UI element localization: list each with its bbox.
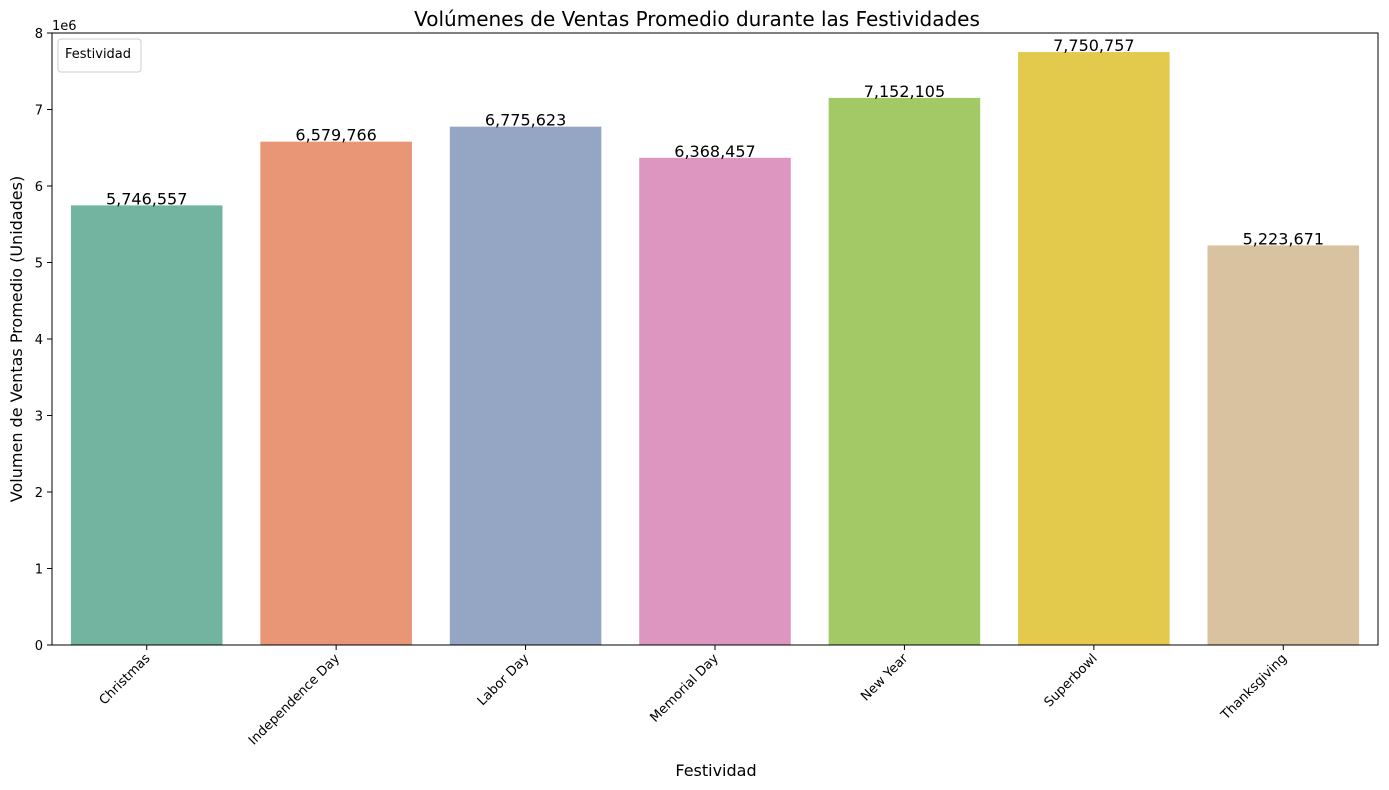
x-axis: Christmas Independence Day Labor Day Memori… bbox=[97, 645, 1290, 748]
bar-labor-day bbox=[449, 126, 602, 645]
x-tick-label: Thanksgiving bbox=[1218, 651, 1290, 723]
y-tick-label: 6 bbox=[35, 180, 43, 195]
y-tick-label: 4 bbox=[35, 333, 43, 348]
x-tick-label: Superbowl bbox=[1042, 651, 1101, 710]
value-label: 7,750,757 bbox=[1053, 36, 1134, 55]
value-label: 6,579,766 bbox=[295, 126, 376, 145]
x-tick-label: New Year bbox=[858, 651, 912, 705]
bar-memorial-day bbox=[639, 157, 791, 645]
value-label: 6,775,623 bbox=[485, 111, 566, 130]
bar-superbowl bbox=[1018, 52, 1170, 646]
x-tick-label: Labor Day bbox=[475, 651, 533, 709]
value-label: 5,746,557 bbox=[106, 189, 187, 208]
x-axis-label: Festividad bbox=[675, 761, 756, 780]
bars-group bbox=[70, 52, 1360, 646]
y-tick-label: 2 bbox=[35, 486, 43, 501]
y-tick-label: 5 bbox=[35, 257, 43, 272]
bar-new-year bbox=[828, 97, 981, 646]
bar-christmas bbox=[70, 205, 223, 646]
value-label: 6,368,457 bbox=[674, 142, 755, 161]
y-axis-label: Volumen de Ventas Promedio (Unidades) bbox=[7, 176, 26, 502]
x-tick-label: Christmas bbox=[97, 651, 154, 708]
y-axis-offset-label: 1e6 bbox=[52, 19, 77, 34]
legend-title: Festividad bbox=[65, 47, 131, 62]
x-tick-label: Independence Day bbox=[246, 651, 343, 748]
y-tick-label: 3 bbox=[35, 410, 43, 425]
y-tick-label: 8 bbox=[35, 27, 43, 42]
y-tick-label: 1 bbox=[35, 563, 43, 578]
y-tick-label: 7 bbox=[35, 104, 43, 119]
y-tick-label: 0 bbox=[35, 639, 43, 654]
bar-independence-day bbox=[260, 141, 412, 646]
x-tick-label: Memorial Day bbox=[647, 651, 722, 726]
chart-title: Volúmenes de Ventas Promedio durante las… bbox=[414, 7, 980, 31]
value-label: 7,152,105 bbox=[864, 82, 945, 101]
bar-thanksgiving bbox=[1207, 245, 1360, 646]
value-labels-group: 5,746,557 6,579,766 6,775,623 6,368,457 7,15… bbox=[106, 36, 1324, 248]
value-label: 5,223,671 bbox=[1243, 229, 1324, 248]
legend: Festividad bbox=[57, 38, 142, 73]
legend-box bbox=[57, 38, 142, 73]
y-axis: 0 1 2 3 4 5 6 7 8 bbox=[35, 27, 52, 654]
